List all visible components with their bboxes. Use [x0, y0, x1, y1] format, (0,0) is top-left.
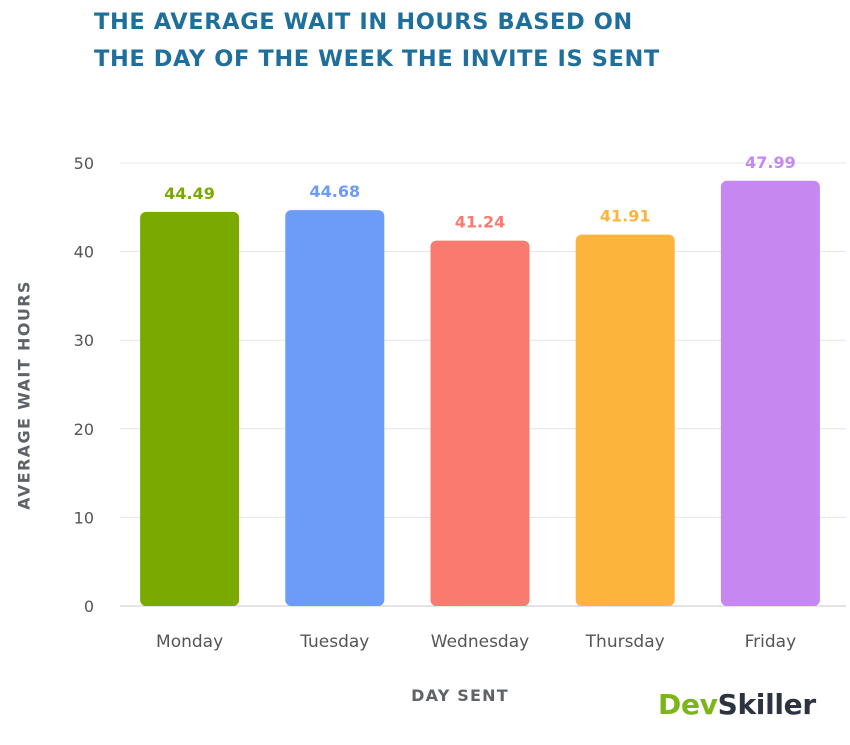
- devskiller-logo: DevSkiller: [658, 688, 816, 721]
- x-axis-label: DAY SENT: [411, 686, 509, 705]
- bar-friday: [720, 180, 820, 606]
- value-label-thursday: 41.91: [600, 207, 651, 226]
- y-tick-label: 20: [74, 420, 94, 439]
- value-label-wednesday: 41.24: [455, 213, 506, 232]
- chart-title-line-2: THE DAY OF THE WEEK THE INVITE IS SENT: [94, 46, 660, 72]
- chart-title: THE AVERAGE WAIT IN HOURS BASED ON THE D…: [94, 4, 660, 78]
- bar-monday: [140, 211, 240, 606]
- logo-text-skiller: Skiller: [717, 688, 817, 721]
- x-tick-labels: Monday Tuesday Wednesday Thursday Friday: [156, 632, 796, 652]
- x-tick-label-thursday: Thursday: [585, 632, 665, 652]
- value-label-monday: 44.49: [164, 184, 215, 203]
- chart-title-line-1: THE AVERAGE WAIT IN HOURS BASED ON: [94, 9, 633, 35]
- value-label-friday: 47.99: [745, 153, 796, 172]
- value-labels: 44.49 44.68 41.24 41.91 47.99: [164, 153, 795, 232]
- bar-thursday: [575, 234, 675, 606]
- y-axis-label: AVERAGE WAIT HOURS: [14, 280, 34, 510]
- bar-wednesday: [430, 240, 530, 607]
- x-tick-label-monday: Monday: [156, 632, 223, 652]
- logo-text-dev: Dev: [658, 688, 718, 721]
- x-tick-label-tuesday: Tuesday: [299, 632, 369, 652]
- y-tick-labels: 0 10 20 30 40 50: [74, 154, 94, 616]
- value-label-tuesday: 44.68: [309, 182, 360, 201]
- bars: [140, 180, 820, 607]
- y-tick-label: 50: [74, 154, 94, 173]
- x-tick-label-wednesday: Wednesday: [431, 632, 529, 652]
- y-tick-label: 30: [74, 331, 94, 350]
- y-tick-label: 40: [74, 243, 94, 262]
- x-tick-label-friday: Friday: [745, 632, 797, 652]
- y-tick-label: 10: [74, 508, 94, 527]
- y-tick-label: 0: [84, 597, 94, 616]
- bar-tuesday: [285, 210, 385, 606]
